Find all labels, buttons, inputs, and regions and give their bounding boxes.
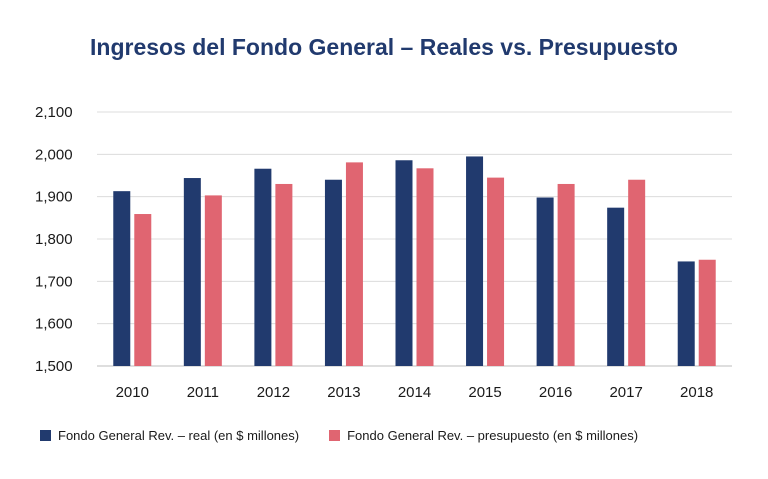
- bar-real-2011: [183, 178, 201, 366]
- bar-presupuesto-2018: [698, 259, 716, 366]
- bar-real-2010: [113, 191, 131, 366]
- y-tick-label: 1,700: [35, 273, 73, 290]
- y-tick-label: 1,500: [35, 358, 73, 375]
- legend-item-presupuesto: Fondo General Rev. – presupuesto (en $ m…: [329, 428, 638, 443]
- legend: Fondo General Rev. – real (en $ millones…: [40, 428, 668, 443]
- legend-item-real: Fondo General Rev. – real (en $ millones…: [40, 428, 299, 443]
- y-tick-label: 1,600: [35, 316, 73, 333]
- chart-title: Ingresos del Fondo General – Reales vs. …: [90, 34, 678, 60]
- bar-presupuesto-2012: [275, 183, 293, 366]
- x-tick-label: 2018: [680, 384, 713, 401]
- bar-real-2018: [677, 261, 695, 366]
- bar-real-2015: [466, 156, 484, 366]
- bar-presupuesto-2016: [557, 183, 575, 366]
- bar-presupuesto-2015: [487, 177, 505, 366]
- x-tick-label: 2011: [187, 384, 219, 401]
- x-axis-ticks: 2010 2011 2012 2013 2014 2015 2016 2017 2018: [116, 384, 714, 401]
- x-tick-label: 2014: [398, 384, 431, 401]
- y-tick-label: 2,100: [35, 104, 73, 121]
- x-tick-label: 2013: [327, 384, 360, 401]
- bar-real-2017: [607, 207, 625, 366]
- y-axis-ticks: 1,500 1,600 1,700 1,800 1,900 2,000 2,100: [35, 104, 73, 375]
- legend-label-real: Fondo General Rev. – real (en $ millones…: [58, 428, 300, 443]
- y-tick-label: 1,800: [35, 231, 73, 248]
- x-tick-label: 2017: [609, 384, 642, 401]
- bar-real-2016: [536, 197, 554, 366]
- bars: [113, 156, 716, 366]
- x-tick-label: 2015: [468, 384, 501, 401]
- x-tick-label: 2010: [116, 384, 149, 401]
- y-tick-label: 1,900: [35, 189, 73, 206]
- bar-real-2014: [395, 160, 413, 366]
- bar-real-2012: [254, 168, 272, 366]
- legend-swatch-real: [40, 430, 51, 441]
- x-tick-label: 2012: [257, 384, 290, 401]
- bar-presupuesto-2017: [628, 179, 646, 366]
- bar-presupuesto-2014: [416, 168, 434, 366]
- legend-swatch-presupuesto: [329, 430, 341, 441]
- bar-real-2013: [324, 179, 342, 366]
- x-tick-label: 2016: [539, 384, 572, 401]
- bar-presupuesto-2010: [134, 214, 152, 366]
- bar-presupuesto-2013: [345, 162, 363, 366]
- legend-label-presupuesto: Fondo General Rev. – presupuesto (en $ m…: [347, 428, 639, 443]
- y-tick-label: 2,000: [35, 146, 73, 163]
- gridlines: [97, 111, 732, 367]
- bar-presupuesto-2011: [204, 195, 222, 366]
